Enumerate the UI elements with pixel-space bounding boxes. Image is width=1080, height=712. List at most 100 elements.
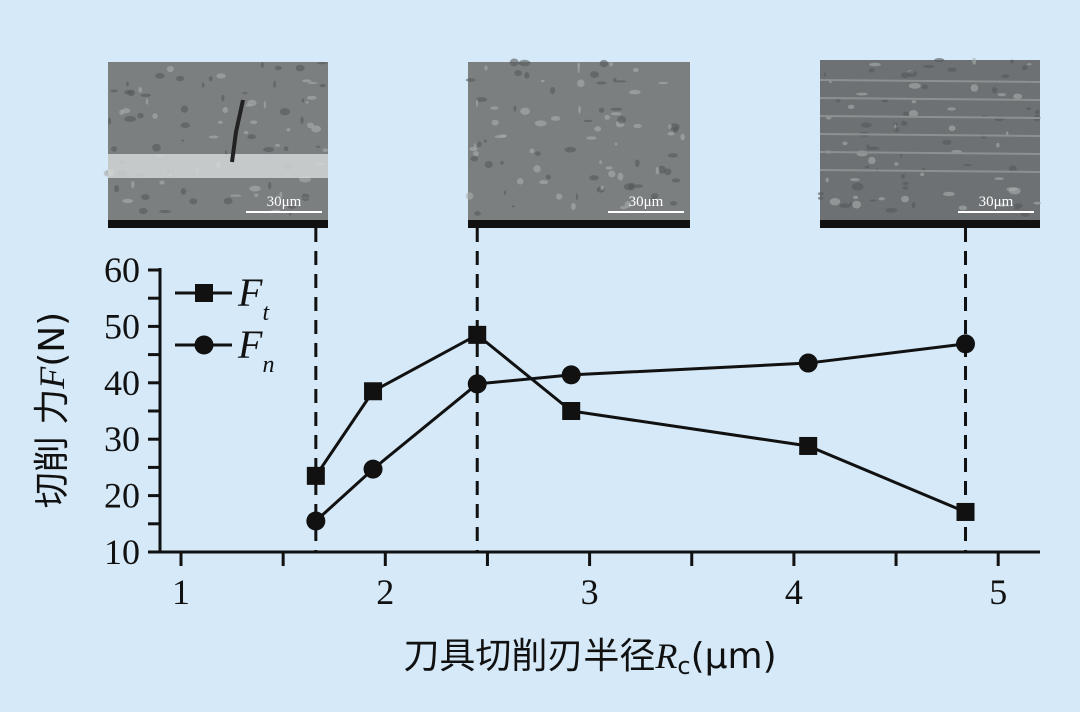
data-point: [956, 502, 975, 521]
sem-texture-speck: [900, 72, 910, 79]
sem-texture-speck: [111, 146, 118, 152]
sem-texture-speck: [221, 94, 225, 102]
sem-texture-speck: [1027, 63, 1032, 66]
sem-texture-speck: [250, 120, 258, 125]
sem-texture-speck: [124, 90, 133, 95]
sem-texture-speck: [624, 200, 632, 209]
sem-texture-speck: [894, 162, 899, 166]
sem-texture-speck: [668, 123, 672, 130]
sem-texture-speck: [934, 58, 945, 63]
sem-texture-speck: [997, 203, 1008, 207]
sem-texture-speck: [578, 105, 581, 114]
sem-texture-speck: [947, 67, 957, 72]
sem-texture-speck: [958, 205, 968, 211]
sem-texture-speck: [484, 160, 493, 169]
sem-texture-speck: [315, 145, 321, 148]
data-point: [956, 334, 976, 354]
sem-texture-speck: [473, 150, 479, 157]
sem-texture-speck: [920, 172, 925, 177]
sem-texture-speck: [590, 71, 599, 79]
sem-texture-speck: [633, 123, 642, 129]
y-tick-label: 10: [104, 532, 140, 572]
sem-texture-speck: [159, 180, 165, 185]
sem-texture-speck: [283, 146, 289, 152]
sem-texture-speck: [1010, 59, 1014, 64]
sem-texture-speck: [122, 198, 134, 204]
sem-texture-speck: [599, 59, 609, 68]
sem-texture-speck: [155, 72, 165, 79]
sem-texture-speck: [500, 160, 504, 165]
sem-texture-speck: [208, 135, 219, 139]
sem-texture-speck: [943, 191, 955, 197]
sem-texture-speck: [201, 82, 205, 88]
sem-texture-speck: [1033, 201, 1042, 205]
scale-bar-label: 30μm: [979, 194, 1014, 210]
sem-texture-speck: [829, 197, 841, 206]
sem-texture-speck: [860, 122, 872, 128]
sem-texture-speck: [866, 144, 870, 150]
sem-texture-speck: [477, 141, 482, 148]
sem-texture-speck: [287, 205, 297, 209]
sem-texture-speck: [180, 188, 187, 195]
sem-texture-speck: [484, 139, 487, 143]
sem-texture-speck: [152, 143, 161, 152]
sem-texture-speck: [305, 100, 309, 104]
sem-texture-speck: [534, 120, 547, 127]
sem-texture-speck: [138, 207, 148, 215]
sem-texture-speck: [605, 166, 613, 170]
sem-texture-speck: [994, 177, 1005, 181]
sem-texture-speck: [997, 93, 1007, 97]
sem-image-background: [108, 62, 328, 228]
sem-texture-speck: [663, 168, 672, 176]
sem-texture-speck: [620, 205, 627, 210]
sem-groove-line: [819, 169, 1041, 173]
sem-texture-speck: [922, 65, 935, 68]
y-tick-label: 40: [104, 363, 140, 403]
sem-texture-speck: [513, 105, 517, 112]
sem-texture-speck: [614, 80, 627, 83]
sem-texture-speck: [996, 142, 1000, 148]
sem-texture-speck: [991, 86, 998, 94]
sem-texture-speck: [465, 192, 474, 200]
sem-texture-speck: [853, 195, 859, 200]
sem-texture-speck: [1035, 109, 1040, 115]
x-tick-label: 1: [172, 572, 190, 612]
sem-texture-speck: [670, 200, 678, 206]
sem-texture-speck: [306, 122, 315, 129]
sem-texture-speck: [564, 146, 577, 153]
sem-texture-speck: [921, 84, 928, 90]
scale-bar-label: 30μm: [267, 194, 302, 210]
sem-crack: [230, 99, 245, 163]
sem-texture-speck: [524, 72, 530, 79]
data-point: [467, 374, 487, 394]
sem-texture-speck: [529, 148, 535, 154]
sem-texture-speck: [911, 100, 917, 104]
sem-texture-speck: [223, 197, 233, 205]
sem-texture-speck: [963, 163, 972, 167]
sem-groove-line: [819, 151, 1041, 155]
sem-texture-speck: [947, 107, 956, 111]
sem-texture-speck: [249, 185, 261, 192]
sem-texture-speck: [851, 182, 864, 191]
sem-texture-speck: [322, 148, 329, 153]
sem-texture-speck: [300, 116, 304, 124]
sem-texture-speck: [222, 107, 229, 113]
sem-texture-speck: [869, 62, 881, 67]
legend-marker: [194, 335, 214, 355]
sem-texture-speck: [511, 205, 515, 208]
legend-label: Ft: [237, 270, 270, 326]
sem-texture-speck: [137, 112, 144, 119]
sem-texture-speck: [655, 166, 660, 175]
sem-texture-speck: [494, 135, 507, 139]
sem-texture-speck: [855, 92, 868, 96]
sem-texture-speck: [301, 193, 310, 202]
sem-texture-speck: [634, 159, 640, 167]
sem-groove-line: [819, 97, 1041, 101]
sem-inset-image: 30μm: [103, 61, 329, 228]
x-tick-label: 5: [989, 572, 1007, 612]
sem-texture-speck: [1022, 65, 1028, 71]
sem-texture-speck: [286, 128, 291, 132]
sem-texture-speck: [667, 131, 675, 136]
sem-texture-speck: [490, 106, 499, 110]
